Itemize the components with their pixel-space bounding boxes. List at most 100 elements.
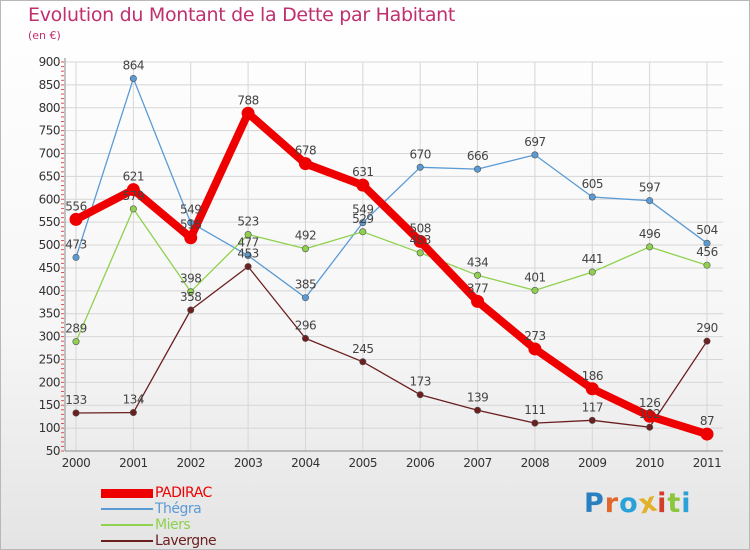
data-point <box>703 239 711 247</box>
data-point <box>703 261 711 269</box>
chart-title: Evolution du Montant de la Dette par Hab… <box>28 4 456 26</box>
y-tick-label: 900 <box>39 55 60 69</box>
series-lines <box>72 77 711 439</box>
data-point <box>474 406 482 414</box>
data-point <box>244 231 252 239</box>
data-label: 670 <box>409 147 430 161</box>
data-label: 358 <box>180 290 201 304</box>
brand-letter: t <box>667 488 682 519</box>
legend-label: Lavergne <box>155 533 217 549</box>
brand-letter: r <box>604 488 620 519</box>
data-point <box>700 427 714 441</box>
data-point <box>416 163 424 171</box>
y-tick-label: 400 <box>39 284 60 298</box>
data-label: 864 <box>123 58 144 72</box>
x-tick-label: 2010 <box>635 456 664 470</box>
data-point <box>244 252 252 260</box>
x-tick-label: 2001 <box>119 456 148 470</box>
data-point <box>531 419 539 427</box>
legend-label: Miers <box>155 517 191 533</box>
data-point <box>359 219 367 227</box>
data-point <box>187 288 195 296</box>
data-point <box>301 294 309 302</box>
legend-swatch <box>101 524 153 526</box>
data-point <box>643 409 657 423</box>
y-tick-label: 450 <box>39 261 60 275</box>
x-tick-label: 2000 <box>62 456 91 470</box>
data-label: 398 <box>180 272 201 286</box>
legend-swatch <box>101 540 153 542</box>
data-point <box>298 157 312 171</box>
axes: 50 100 150 200 250 300 350 400 450 500 550 600 650 70… <box>39 55 723 470</box>
data-point <box>416 391 424 399</box>
data-point <box>588 268 596 276</box>
data-label: 401 <box>524 270 545 284</box>
y-tick-label: 700 <box>39 147 60 161</box>
series-line-0 <box>72 109 711 439</box>
data-labels: 556 621 516 788 678 631 508 377 273 186 126 87 473 86… <box>65 58 718 428</box>
y-tick-label: 200 <box>39 375 60 389</box>
data-label: 579 <box>123 189 144 203</box>
data-label: 504 <box>696 223 717 237</box>
data-point <box>528 342 542 356</box>
data-label: 453 <box>237 247 258 261</box>
y-tick-label: 850 <box>39 78 60 92</box>
legend-swatch <box>101 508 153 510</box>
data-label: 477 <box>237 236 258 250</box>
data-label: 456 <box>696 245 717 259</box>
data-point <box>588 416 596 424</box>
data-point <box>474 165 482 173</box>
series-points <box>69 74 714 441</box>
data-point <box>585 382 599 396</box>
data-point <box>416 249 424 257</box>
data-label: 385 <box>295 278 316 292</box>
x-tick-label: 2007 <box>463 456 492 470</box>
legend-label: PADIRAC <box>155 485 212 501</box>
y-tick-label: 750 <box>39 124 60 138</box>
data-point <box>301 334 309 342</box>
series-line-1 <box>75 77 708 299</box>
y-tick-label: 250 <box>39 352 60 366</box>
data-label: 290 <box>696 321 717 335</box>
legend-item: Thégra <box>101 501 216 517</box>
legend-swatch <box>101 488 153 498</box>
data-label: 496 <box>639 227 660 241</box>
data-label: 788 <box>237 93 258 107</box>
data-label: 621 <box>123 170 144 184</box>
y-tick-label: 100 <box>39 421 60 435</box>
data-label: 508 <box>409 221 430 235</box>
data-point <box>474 271 482 279</box>
data-label: 273 <box>524 329 545 343</box>
y-tick-label: 600 <box>39 192 60 206</box>
x-tick-label: 2004 <box>291 456 320 470</box>
data-point <box>646 243 654 251</box>
data-point <box>126 183 140 197</box>
x-tick-label: 2006 <box>406 456 435 470</box>
data-label: 549 <box>180 203 201 217</box>
data-label: 605 <box>582 177 603 191</box>
grid <box>65 61 723 452</box>
data-label: 139 <box>467 390 488 404</box>
data-label: 289 <box>65 322 86 336</box>
data-label: 492 <box>295 229 316 243</box>
data-point <box>241 106 255 120</box>
data-point <box>531 151 539 159</box>
y-tick-label: 50 <box>46 444 60 458</box>
data-label: 597 <box>639 181 660 195</box>
legend-item: Miers <box>101 517 216 533</box>
data-point <box>646 423 654 431</box>
data-point <box>244 263 252 271</box>
data-label: 556 <box>65 199 86 213</box>
y-tick-label: 300 <box>39 330 60 344</box>
data-label: 631 <box>352 165 373 179</box>
data-point <box>531 286 539 294</box>
x-tick-label: 2008 <box>521 456 550 470</box>
data-point <box>69 212 83 226</box>
data-point <box>413 234 427 248</box>
data-label: 173 <box>409 375 430 389</box>
x-tick-label: 2005 <box>349 456 378 470</box>
series-line-2 <box>75 208 708 343</box>
data-label: 111 <box>524 403 545 417</box>
data-point <box>72 409 80 417</box>
